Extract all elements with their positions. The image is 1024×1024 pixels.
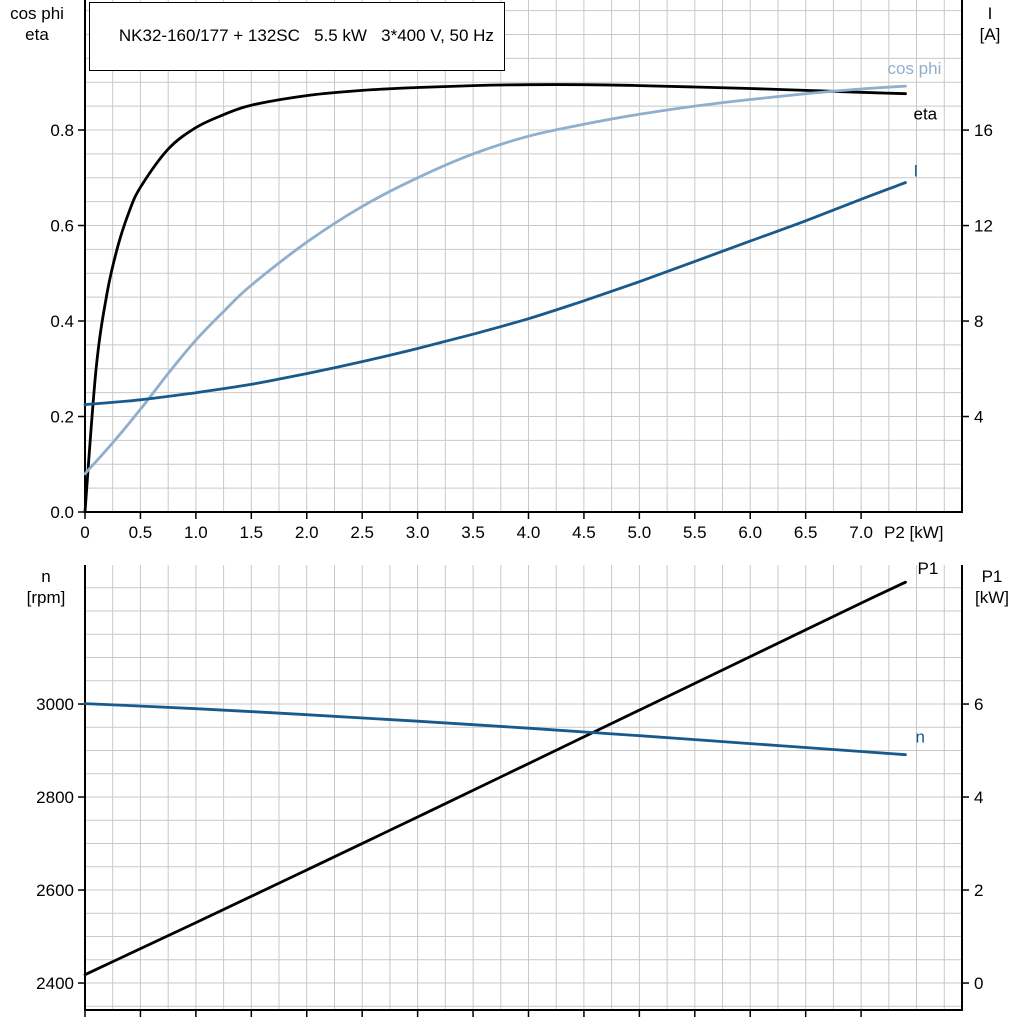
right-tick-label: 8 xyxy=(974,312,983,331)
left-tick-label: 0.0 xyxy=(50,503,74,522)
axis-label-p1: P1 xyxy=(981,567,1003,586)
axis-label-eta: eta xyxy=(25,25,49,44)
curve-label-cos-phi: cos phi xyxy=(888,59,942,78)
x-tick-label: 1.0 xyxy=(184,523,208,542)
chart-title: NK32-160/177 + 132SC 5.5 kW 3*400 V, 50 … xyxy=(118,26,494,45)
curve-cos-phi xyxy=(83,84,907,476)
x-tick-label: 7.0 xyxy=(849,523,873,542)
curve-label-n: n xyxy=(916,728,925,747)
x-tick-label: 5.5 xyxy=(683,523,707,542)
right-tick-label: 16 xyxy=(974,121,993,140)
x-tick-label: 0 xyxy=(80,523,89,542)
curve-label-I: I xyxy=(914,162,919,181)
x-tick-label: 4.0 xyxy=(517,523,541,542)
right-tick-label: 0 xyxy=(974,974,983,993)
right-tick-label: 2 xyxy=(974,881,983,900)
x-tick-label: 2.5 xyxy=(350,523,374,542)
curve-I xyxy=(83,181,907,406)
top-left-axis-title: cos phi eta xyxy=(4,3,70,45)
chart-top: 0.0 0.2 0.4 0.6 0.8 4 8 12 16 0 0.5 1.0 1.5 2.0 2.5 3.0… xyxy=(50,0,993,542)
left-tick-label: 0.8 xyxy=(50,121,74,140)
left-tick-label: 0.4 xyxy=(50,312,74,331)
left-tick-label: 2600 xyxy=(36,881,74,900)
axis-label-p1-unit: [kW] xyxy=(975,588,1009,607)
left-tick-label: 0.6 xyxy=(50,217,74,236)
right-tick-label: 12 xyxy=(974,217,993,236)
top-right-axis-title: I [A] xyxy=(964,3,1016,45)
tick-labels: 2400 2600 2800 3000 0 2 4 6 xyxy=(36,695,983,993)
curve-label-P1: P1 xyxy=(918,559,939,578)
x-tick-label: 2.0 xyxy=(295,523,319,542)
axis-label-cos-phi: cos phi xyxy=(10,4,64,23)
tick-labels: 0.0 0.2 0.4 0.6 0.8 4 8 12 16 0 0.5 1.0 1.5 2.0 2.5 3.0… xyxy=(50,121,993,542)
right-tick-label: 6 xyxy=(974,695,983,714)
x-tick-label: 3.5 xyxy=(461,523,485,542)
right-tick-label: 4 xyxy=(974,788,983,807)
x-axis-label: P2 [kW] xyxy=(884,523,944,542)
x-tick-label: 1.5 xyxy=(239,523,263,542)
chart-bottom: 2400 2600 2800 3000 0 2 4 6 P1 n xyxy=(36,559,983,1017)
bottom-right-axis-title: P1 [kW] xyxy=(964,566,1020,608)
gridlines xyxy=(85,565,962,1010)
axis-label-speed: n xyxy=(41,567,51,586)
axis-label-current-unit: [A] xyxy=(979,25,1001,44)
x-tick-label: 0.5 xyxy=(129,523,153,542)
right-tick-label: 4 xyxy=(974,408,983,427)
left-tick-label: 0.2 xyxy=(50,408,74,427)
x-tick-label: 4.5 xyxy=(572,523,596,542)
x-tick-label: 3.0 xyxy=(406,523,430,542)
tick-marks xyxy=(78,703,969,1017)
left-tick-label: 2400 xyxy=(36,974,74,993)
axis-label-speed-unit: [rpm] xyxy=(26,588,66,607)
curve-P1 xyxy=(83,580,907,977)
left-tick-label: 2800 xyxy=(36,788,74,807)
axis-lines xyxy=(84,0,963,513)
axis-lines xyxy=(84,565,963,1011)
left-tick-label: 3000 xyxy=(36,695,74,714)
curve-n xyxy=(83,702,907,757)
curve-label-eta: eta xyxy=(914,105,938,124)
x-tick-label: 5.0 xyxy=(628,523,652,542)
chart-title-box: NK32-160/177 + 132SC 5.5 kW 3*400 V, 50 … xyxy=(89,2,505,71)
axis-label-current: I xyxy=(987,4,993,23)
curve-eta xyxy=(83,83,907,514)
x-tick-label: 6.5 xyxy=(794,523,818,542)
gridlines xyxy=(85,0,962,512)
bottom-left-axis-title: n [rpm] xyxy=(14,566,78,608)
x-tick-label: 6.0 xyxy=(738,523,762,542)
